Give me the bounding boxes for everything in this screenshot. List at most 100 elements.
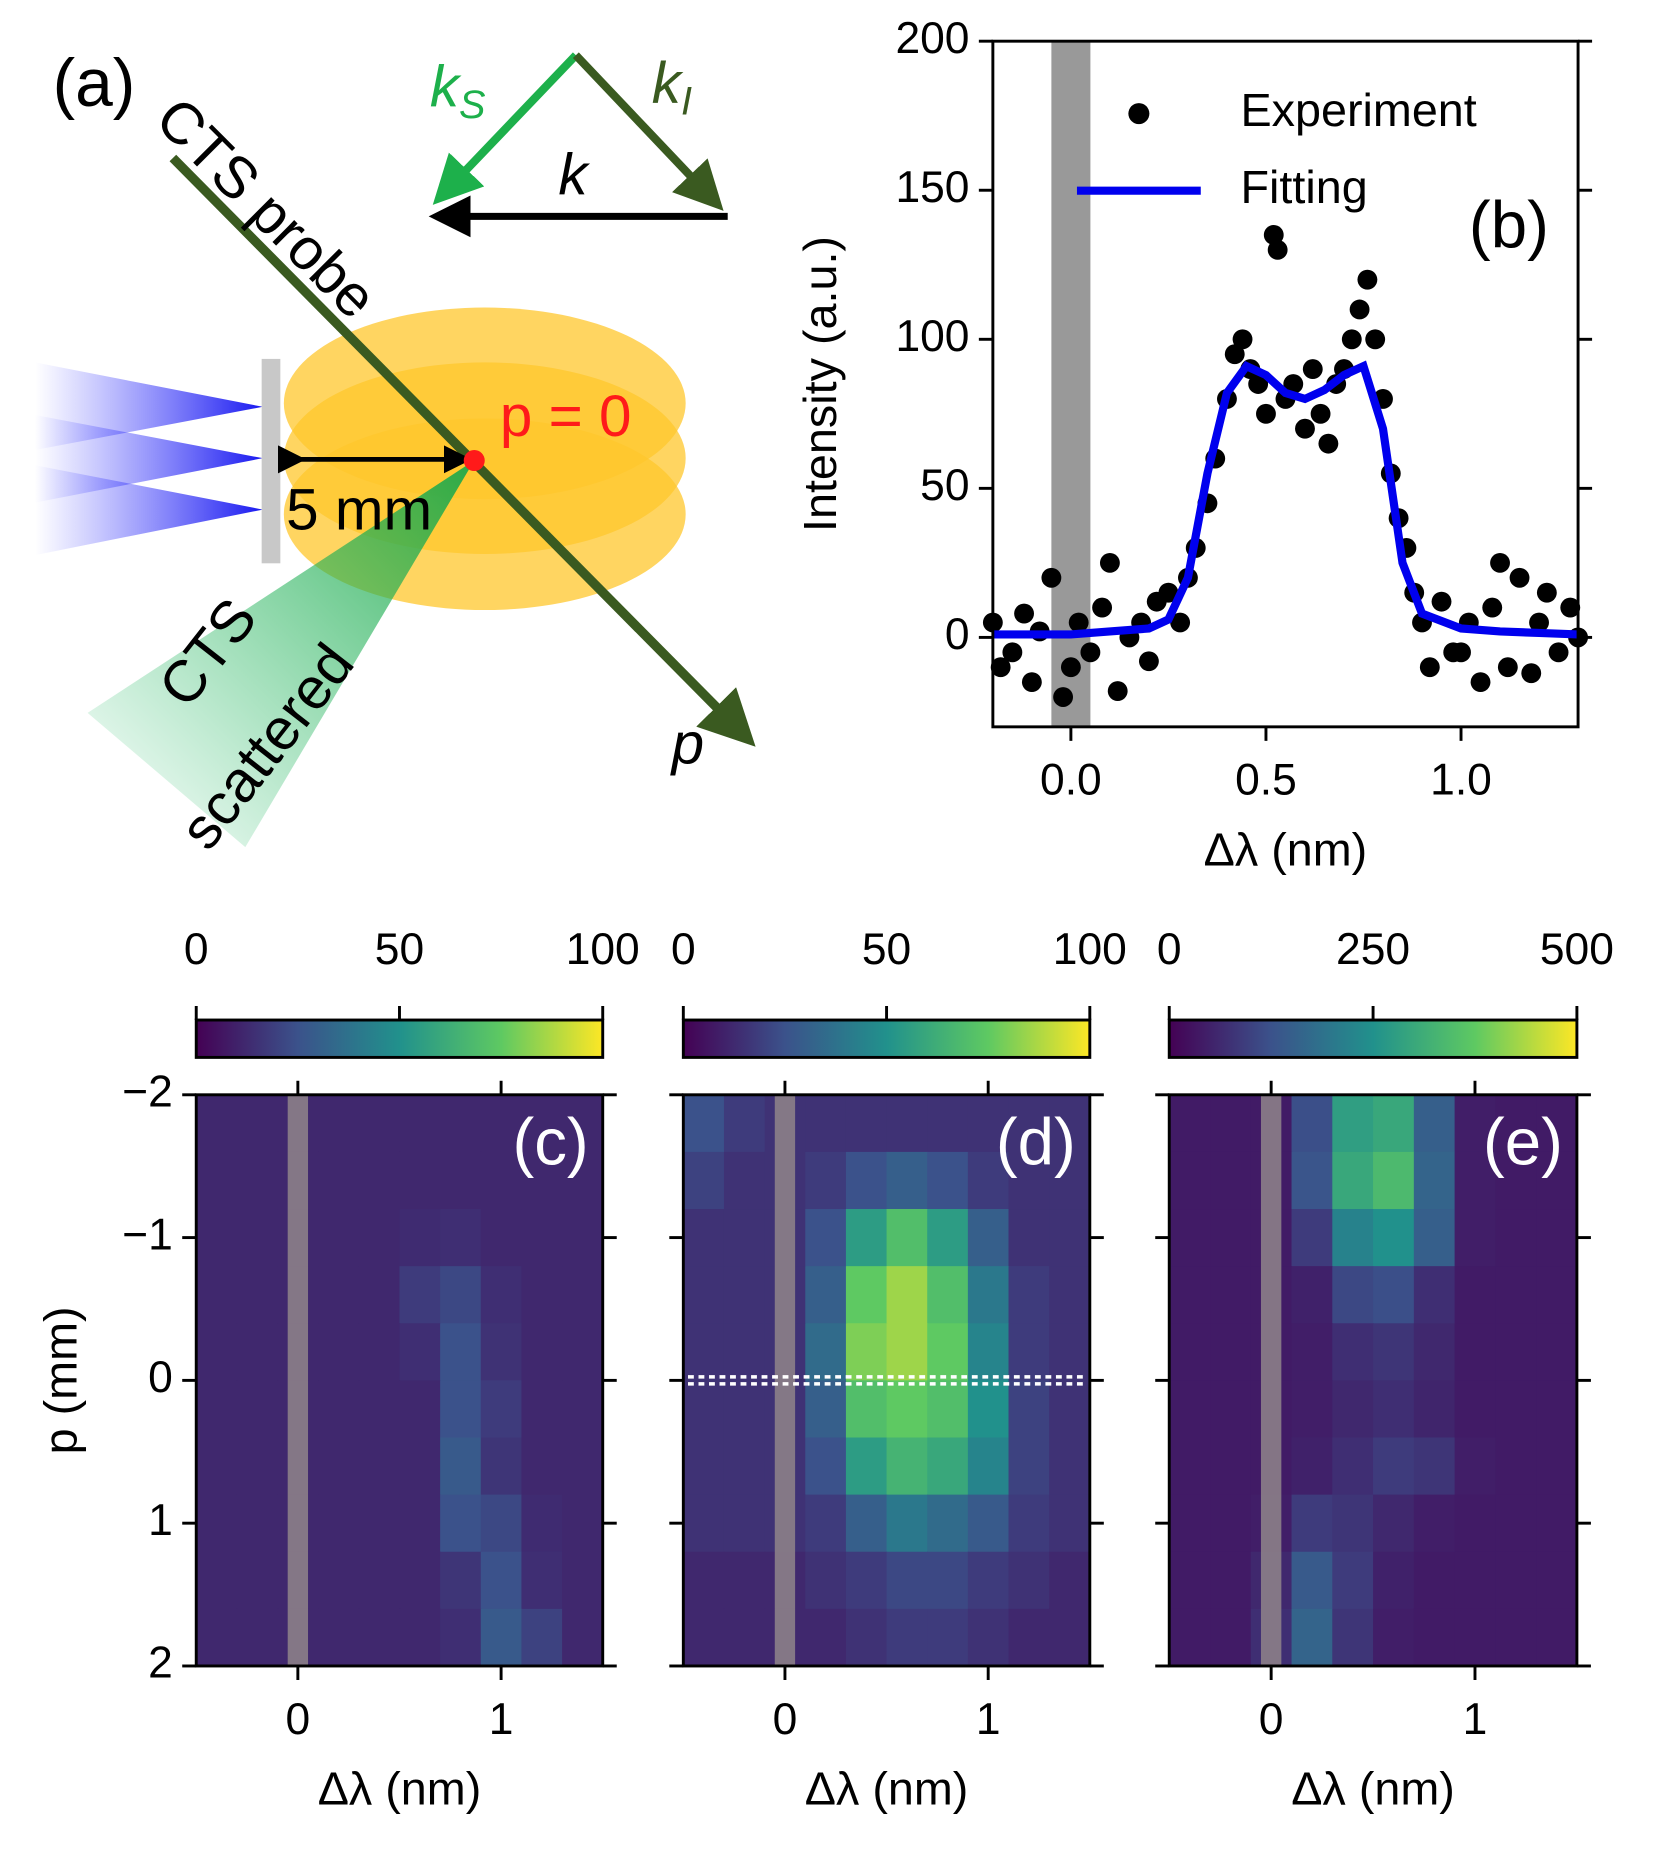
- heatmap-cell: [196, 1608, 238, 1667]
- heatmap-cell: [1008, 1151, 1050, 1210]
- heatmap-cell: [318, 1323, 360, 1382]
- y-tick-label: −2: [122, 1068, 173, 1117]
- data-point: [1107, 681, 1128, 701]
- heatmap-cell: [1291, 1551, 1334, 1610]
- heatmap-cell: [1332, 1209, 1374, 1267]
- heatmap-cell: [1169, 1094, 1211, 1153]
- data-point: [1092, 597, 1113, 618]
- heatmap-cell: [927, 1151, 969, 1210]
- heatmap-cell: [723, 1551, 766, 1610]
- heatmap-cell: [1373, 1151, 1415, 1210]
- shaded-band: [1051, 41, 1091, 727]
- shaded-band: [287, 1094, 309, 1666]
- heatmap-cell: [1049, 1437, 1091, 1496]
- heatmap-cell: [196, 1323, 238, 1382]
- ks-sub: S: [459, 83, 486, 127]
- heatmap-cell: [1495, 1608, 1537, 1667]
- heatmap-cell: [927, 1323, 969, 1382]
- panel-label: (e): [1483, 1106, 1563, 1179]
- heatmap-cell: [318, 1266, 360, 1324]
- heatmap-cell: [1210, 1380, 1252, 1439]
- data-point: [1490, 552, 1510, 573]
- heatmap-cell: [358, 1551, 401, 1610]
- heatmap-cell: [1210, 1437, 1252, 1496]
- heatmap-cell: [886, 1551, 928, 1610]
- heatmap-cell: [1413, 1494, 1456, 1553]
- heatmap-cell: [845, 1494, 888, 1553]
- heatmap-cell: [1008, 1323, 1050, 1382]
- heatmap-cell: [521, 1608, 563, 1667]
- heatmap-cell: [1413, 1323, 1456, 1382]
- heatmap-cell: [318, 1437, 360, 1496]
- heatmap-cell: [1495, 1494, 1537, 1553]
- colorbar-tick-label: 500: [1540, 925, 1614, 974]
- axes-frame: [194, 1093, 605, 1668]
- colorbar-tick-label: 250: [1336, 925, 1410, 974]
- heatmap-cell: [236, 1209, 279, 1267]
- heatmap-cell: [562, 1323, 604, 1382]
- ks-main: k: [430, 55, 462, 120]
- heatmap-cell: [1291, 1380, 1334, 1439]
- x-tick-label: 0: [1259, 1695, 1284, 1744]
- heatmap-cell: [967, 1380, 1010, 1439]
- heatmap-cell: [886, 1494, 928, 1553]
- heatmap-cell: [886, 1608, 928, 1667]
- heatmap-cell: [318, 1380, 360, 1439]
- heatmap-cell: [886, 1094, 928, 1153]
- heatmap-cell: [723, 1494, 766, 1553]
- heatmap-cell: [1495, 1323, 1537, 1382]
- x-tick-label: 1: [976, 1695, 1001, 1744]
- heatmap-cell: [521, 1494, 563, 1553]
- x-tick-label: 0: [286, 1695, 311, 1744]
- heatmap-cell: [236, 1494, 279, 1553]
- heatmap-cell: [562, 1266, 604, 1324]
- heatmap-cell: [1495, 1437, 1537, 1496]
- colorbar-tick-label: 50: [862, 925, 911, 974]
- heatmap-cell: [805, 1437, 847, 1496]
- heatmap-cell: [1454, 1266, 1497, 1324]
- heatmap-cell: [967, 1094, 1010, 1153]
- heatmap-cell: [1413, 1608, 1456, 1667]
- heatmap-cell: [562, 1551, 604, 1610]
- data-point: [1451, 642, 1471, 663]
- heatmap-cell: [1536, 1608, 1578, 1667]
- panel-label: (a): [53, 46, 136, 121]
- data-point: [1041, 567, 1062, 588]
- heatmap-cell: [1373, 1209, 1415, 1267]
- heatmap-cell: [1373, 1437, 1415, 1496]
- heatmap-cell: [318, 1151, 360, 1210]
- y-axis-label: p (mm): [35, 1306, 87, 1454]
- heatmap-cell: [805, 1323, 847, 1382]
- heatmap-cell: [1291, 1266, 1334, 1324]
- heatmap-cell: [683, 1209, 725, 1267]
- heatmap-cell: [845, 1437, 888, 1496]
- data-point: [1310, 403, 1331, 424]
- heatmap-cell: [1454, 1380, 1497, 1439]
- heatmap-cell: [805, 1209, 847, 1267]
- heatmap-cell: [196, 1437, 238, 1496]
- heatmap-cell: [399, 1380, 441, 1439]
- data-point: [1419, 657, 1440, 678]
- shaded-band: [774, 1094, 796, 1666]
- axes-frame: [681, 1093, 1092, 1668]
- data-point: [1267, 239, 1288, 260]
- heatmap-cell: [1495, 1266, 1537, 1324]
- heatmap-cell: [1291, 1151, 1334, 1210]
- heatmap-cell: [1536, 1380, 1578, 1439]
- data-point: [1158, 582, 1179, 603]
- heatmap-cell: [1454, 1494, 1497, 1553]
- heatmap-cell: [236, 1551, 279, 1610]
- heatmap-cell: [1454, 1209, 1497, 1267]
- data-point: [1053, 687, 1074, 707]
- heatmap-cell: [196, 1380, 238, 1439]
- x-axis-label: Δλ (nm): [805, 1762, 969, 1814]
- heatmap-cell: [196, 1094, 238, 1153]
- data-point: [1470, 672, 1491, 693]
- heatmap-cell: [1495, 1380, 1537, 1439]
- fit-line: [992, 360, 1579, 639]
- heatmap-cell: [318, 1608, 360, 1667]
- data-point: [1302, 359, 1323, 380]
- heatmap-cell: [1413, 1437, 1456, 1496]
